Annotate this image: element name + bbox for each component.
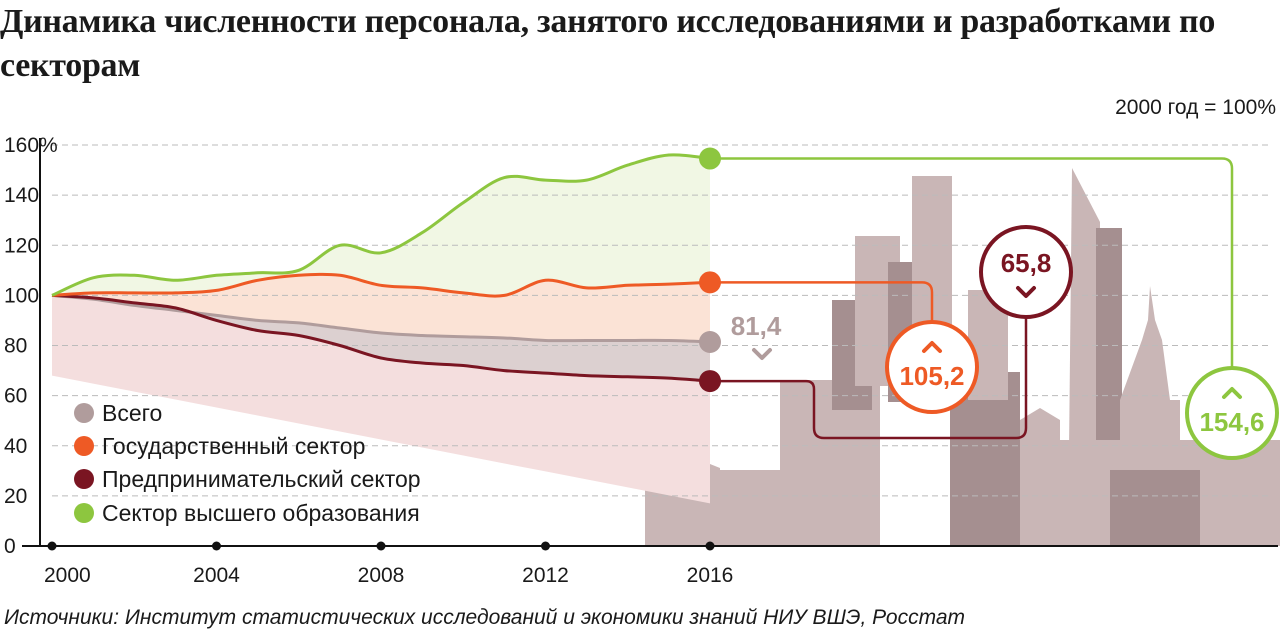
x-axis: 2000 2004 2008 2012 2016 xyxy=(22,138,1278,587)
y-tick-label: 0 xyxy=(4,535,16,558)
callout-circle-business xyxy=(979,225,1073,319)
x-tick-dot xyxy=(376,541,386,551)
arrow-up-icon xyxy=(1222,387,1242,399)
y-tick-label: 160% xyxy=(4,134,58,157)
x-tick-label: 2008 xyxy=(358,564,405,587)
legend-label-state: Государственный сектор xyxy=(102,433,365,459)
callout-circle-higher-ed xyxy=(1185,366,1279,460)
value-callouts: 105,2 65,8 154,6 81,4 xyxy=(731,225,1279,460)
y-tick-label: 120 xyxy=(4,234,39,257)
legend-swatch-higher-ed xyxy=(74,503,94,523)
business-sector-fill xyxy=(52,295,710,504)
chart-title: Динамика численности персонала, занятого… xyxy=(0,3,1216,84)
callout-value: 154,6 xyxy=(1199,407,1264,437)
y-tick-label: 80 xyxy=(4,335,27,358)
legend-swatch-business xyxy=(74,469,94,489)
legend-swatch-total xyxy=(74,403,94,423)
callout-value: 65,8 xyxy=(1001,248,1052,278)
endpoint-marker-state xyxy=(699,271,721,294)
connector-state xyxy=(710,281,934,322)
x-tick-label: 2016 xyxy=(687,564,734,587)
legend-label-business: Предпринимательский сектор xyxy=(102,466,421,492)
x-tick-dot xyxy=(705,541,715,551)
higher-education-fill xyxy=(52,154,710,296)
connector-business xyxy=(710,318,1028,440)
y-tick-label: 20 xyxy=(4,485,27,508)
legend-label-total: Всего xyxy=(102,400,162,426)
callout-value: 105,2 xyxy=(899,361,964,391)
base-year-note: 2000 год = 100% xyxy=(1115,96,1276,119)
x-tick-label: 2012 xyxy=(522,564,569,587)
endpoint-marker-total xyxy=(699,330,721,353)
series-lines xyxy=(51,153,711,383)
callout-value-total: 81,4 xyxy=(731,311,782,341)
arrow-up-icon xyxy=(922,341,942,353)
y-tick-label: 60 xyxy=(4,385,27,408)
series-line-state xyxy=(51,272,711,298)
skyscraper xyxy=(1096,228,1122,478)
series-line-total xyxy=(51,293,711,344)
x-tick-dot xyxy=(212,541,221,551)
x-tick-label: 2004 xyxy=(193,564,240,587)
series-line-business xyxy=(51,293,711,383)
side-tower xyxy=(1020,408,1060,546)
y-tick-label: 100 xyxy=(4,284,39,307)
endpoint-marker-business xyxy=(699,370,721,393)
series-endpoints xyxy=(699,147,721,393)
university-entrance xyxy=(1110,470,1200,546)
x-tick-dot xyxy=(47,541,57,551)
callout-circle-state xyxy=(885,320,979,414)
legend-swatch-state xyxy=(74,436,94,456)
source-note: Источники: Институт статистических иссле… xyxy=(4,606,966,629)
legend: Всего Государственный сектор Предпринимате… xyxy=(74,400,421,526)
legend-label-higher-ed: Сектор высшего образования xyxy=(102,500,420,526)
connector-higher-education xyxy=(710,157,1234,368)
x-tick-dot xyxy=(541,541,550,551)
y-tick-label: 40 xyxy=(4,435,27,458)
gridlines xyxy=(52,144,1270,497)
callout-connectors xyxy=(710,157,1234,440)
y-tick-label: 140 xyxy=(4,184,39,207)
x-tick-label: 2000 xyxy=(44,564,91,587)
arrow-down-icon xyxy=(1016,286,1036,298)
endpoint-marker-higher-ed xyxy=(699,147,721,170)
series-line-higher-ed xyxy=(51,153,711,297)
y-axis-labels: 0 20 40 60 80 100 120 140 160% xyxy=(4,134,58,558)
arrow-down-icon xyxy=(752,348,772,360)
